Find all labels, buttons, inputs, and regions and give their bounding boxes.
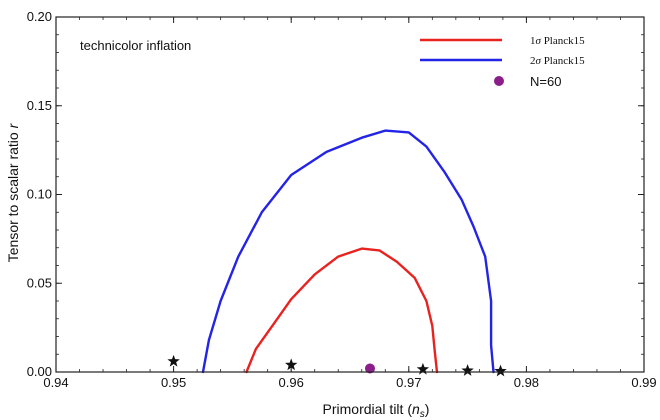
star-marker bbox=[416, 362, 430, 375]
x-axis-title-text: Primordial tilt ( bbox=[323, 401, 413, 417]
legend-label-prefix: 2 bbox=[530, 55, 536, 67]
legend-label: 1σ Planck15 bbox=[530, 35, 585, 47]
y-tick-label: 0.10 bbox=[27, 187, 52, 202]
x-tick-label: 0.95 bbox=[161, 375, 186, 390]
x-tick-labels: 0.94 0.95 0.96 0.97 0.98 0.99 bbox=[43, 375, 656, 390]
x-tick-label: 0.97 bbox=[396, 375, 421, 390]
x-axis-title: Primordial tilt (ns) bbox=[323, 401, 430, 420]
x-tick-label: 0.94 bbox=[43, 375, 68, 390]
legend-label: N=60 bbox=[530, 74, 561, 89]
x-axis-title-var: n bbox=[412, 401, 420, 417]
star-marker bbox=[285, 358, 298, 371]
series-layer bbox=[201, 129, 495, 374]
contour-line bbox=[201, 129, 495, 374]
y-tick-labels: 0.00 0.05 0.10 0.15 0.20 bbox=[27, 9, 52, 379]
n60-point bbox=[364, 363, 375, 374]
x-axis-title-close: ) bbox=[425, 401, 430, 417]
y-axis-title-text: Tensor to scalar ratio bbox=[5, 128, 21, 262]
x-axis-title-sub: s bbox=[420, 409, 425, 420]
chart-annotation: technicolor inflation bbox=[80, 38, 191, 53]
star-marker bbox=[461, 364, 474, 376]
y-tick-label: 0.05 bbox=[27, 275, 52, 290]
star-marker bbox=[167, 354, 180, 367]
legend-label-sigma: σ bbox=[536, 35, 542, 47]
legend-label-sigma: σ bbox=[536, 55, 542, 67]
y-axis-title: Tensor to scalar ratio r bbox=[5, 122, 21, 262]
legend-label-suffix: Planck15 bbox=[541, 35, 585, 47]
x-tick-label: 0.99 bbox=[631, 375, 656, 390]
star-marker bbox=[494, 364, 507, 377]
legend-label-suffix: Planck15 bbox=[541, 55, 585, 67]
legend-label: 2σ Planck15 bbox=[530, 55, 585, 67]
legend-label-prefix: 1 bbox=[530, 35, 536, 47]
x-tick-label: 0.98 bbox=[514, 375, 539, 390]
y-tick-label: 0.20 bbox=[27, 9, 52, 24]
y-tick-label: 0.15 bbox=[27, 98, 52, 113]
y-axis-title-var: r bbox=[5, 122, 21, 128]
contour-line bbox=[245, 247, 439, 374]
x-tick-label: 0.96 bbox=[279, 375, 304, 390]
legend-marker bbox=[494, 76, 504, 86]
y-tick-label: 0.00 bbox=[27, 364, 52, 379]
marker-layer bbox=[167, 354, 507, 377]
plot-frame bbox=[55, 16, 645, 373]
